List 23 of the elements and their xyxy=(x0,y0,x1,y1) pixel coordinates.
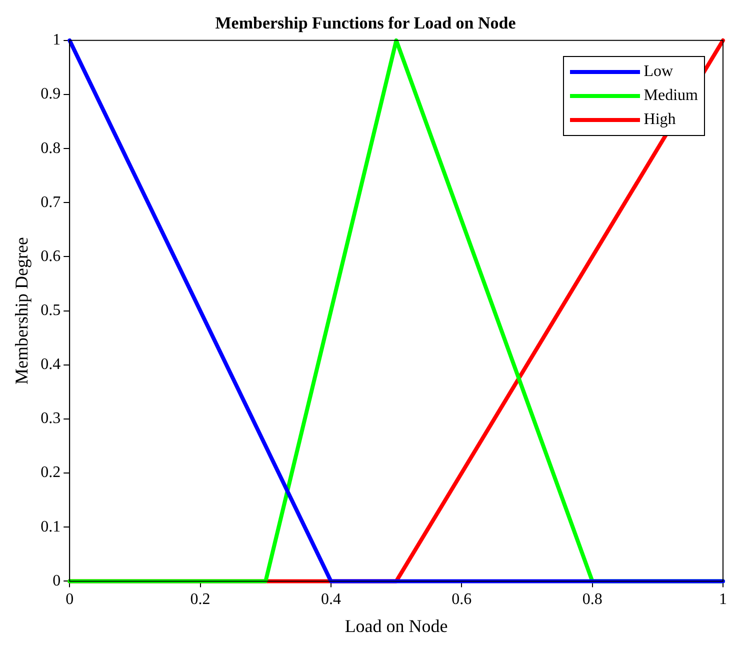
y-tick-label: 0.9 xyxy=(40,86,61,103)
legend-label: High xyxy=(644,111,676,130)
y-axis-title: Membership Degree xyxy=(12,237,32,385)
y-tick-label: 0.2 xyxy=(40,464,61,482)
x-tick-label: 0.6 xyxy=(452,591,472,608)
legend-label: Low xyxy=(644,63,674,82)
y-tick-label: 0.8 xyxy=(40,140,61,157)
y-tick-label: 0.5 xyxy=(40,302,61,320)
legend-label: Medium xyxy=(644,87,698,106)
y-tick-label: 0.4 xyxy=(40,356,61,374)
y-tick-label: 0.7 xyxy=(40,194,61,211)
x-tick-label: 1 xyxy=(719,591,727,608)
chart-title: Membership Functions for Load on Node xyxy=(215,14,516,33)
x-tick-label: 0.8 xyxy=(582,591,602,608)
y-tick-label: 0.1 xyxy=(40,518,61,536)
y-tick-label: 0 xyxy=(52,572,61,590)
x-tick-label: 0 xyxy=(66,591,74,608)
x-axis-title: Load on Node xyxy=(344,616,448,636)
y-tick-label: 0.3 xyxy=(40,410,61,428)
x-tick-label: 0.4 xyxy=(320,591,341,608)
y-tick-label: 0.6 xyxy=(40,248,61,265)
x-tick-label: 0.2 xyxy=(190,591,210,608)
y-tick-label: 1 xyxy=(52,32,61,49)
